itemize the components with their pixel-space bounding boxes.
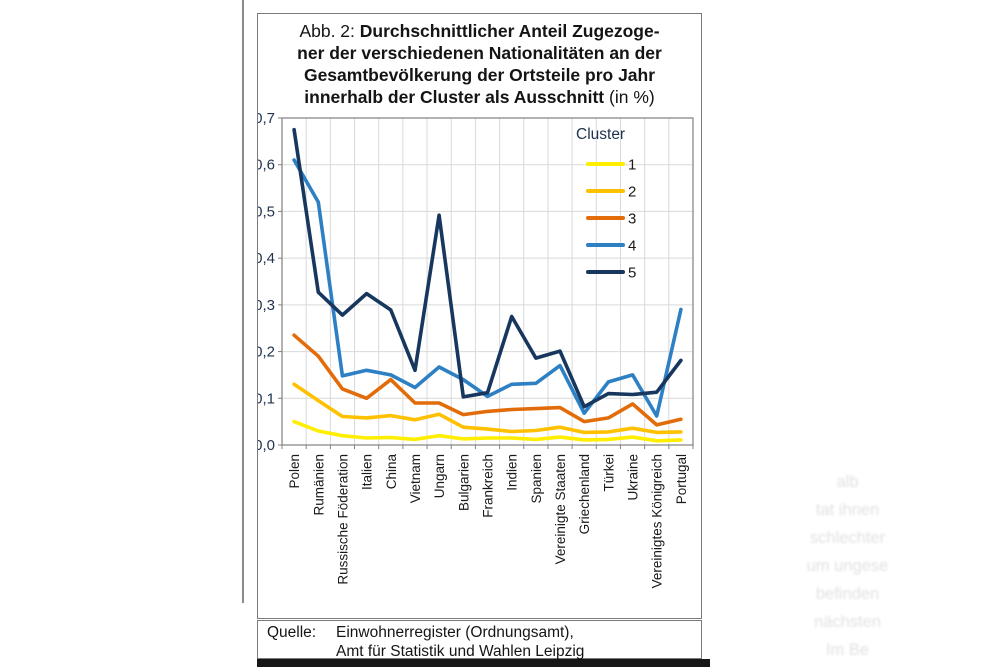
legend-label: 1 [628, 157, 636, 174]
y-tick-label: 0,3 [258, 297, 275, 314]
legend-label: 5 [628, 265, 636, 282]
x-category-label: Griechenland [577, 454, 592, 534]
y-tick-label: 0,1 [258, 390, 275, 407]
line-chart-canvas: 0,0 0,1 0,2 0,3 0,4 0,5 0,6 0,7 Polen Rumänien Rus… [258, 110, 694, 588]
page-bleedthrough-text: alb tat ihnen schlechter um ungese befinden n… [720, 468, 975, 664]
x-category-label: Vereinigtes Königreich [650, 454, 665, 588]
column-divider-rule [242, 0, 244, 603]
series-line-cluster-4 [292, 158, 683, 418]
x-category-label: Russische Föderation [335, 454, 350, 585]
figure-title-line: innerhalb der Cluster als Ausschnitt (in… [304, 87, 655, 107]
bleedthrough-line: Im Be [825, 641, 870, 659]
y-tick-label: 0,5 [258, 203, 275, 220]
x-category-label: Indien [505, 454, 520, 491]
x-category-label: Frankreich [481, 454, 496, 518]
y-tick-label: 0,2 [258, 344, 275, 361]
figure-title: Abb. 2: Durchschnittlicher Anteil Zugezo… [258, 20, 701, 108]
legend-label: 2 [628, 184, 636, 201]
y-tick-label: 0,0 [258, 437, 275, 454]
bleedthrough-line: alb [836, 473, 859, 491]
figure-title-line: ner der verschiedenen Nationalitäten an … [297, 43, 662, 63]
figure-title-line: Gesamtbevölkerung der Ortsteile pro Jahr [303, 65, 656, 85]
series-line-cluster-2 [292, 382, 683, 435]
x-category-label: Vietnam [408, 454, 423, 503]
series-line-cluster-3 [292, 333, 683, 427]
y-tick-label: 0,6 [258, 157, 275, 174]
x-category-label: Rumänien [311, 454, 326, 516]
x-category-label: Spanien [529, 454, 544, 504]
y-tick-label: 0,7 [258, 110, 275, 127]
source-line-2: Amt für Statistik und Wahlen Leipzig [336, 643, 585, 660]
y-tick-label: 0,4 [258, 250, 275, 267]
x-category-label: Italien [360, 454, 375, 490]
legend-label: 3 [628, 211, 636, 228]
bleedthrough-line: nächsten [814, 613, 881, 631]
bleedthrough-line: tat ihnen [815, 501, 880, 519]
x-category-label: Ukraine [626, 454, 641, 501]
figure-title-line: Abb. 2: Durchschnittlicher Anteil Zugezo… [299, 21, 660, 41]
x-category-label: Türkei [601, 454, 616, 492]
bleedthrough-line: um ungese [806, 557, 889, 575]
series-line-cluster-5 [292, 127, 683, 409]
x-category-label: Ungarn [432, 454, 447, 498]
legend-label: 4 [628, 238, 636, 255]
series-line-cluster-1 [292, 419, 683, 443]
legend-title: Cluster [576, 126, 625, 143]
cropped-next-element-bar [257, 659, 710, 667]
figure-frame: Abb. 2: Durchschnittlicher Anteil Zugezo… [257, 13, 702, 619]
plot-frame [281, 117, 694, 446]
x-category-label: Bulgarien [456, 454, 471, 511]
x-category-label: Portugal [674, 454, 689, 504]
source-line-1: Einwohnerregister (Ordnungsamt), [336, 624, 574, 641]
bleedthrough-line: befinden [815, 585, 880, 603]
bleedthrough-line: schlechter [809, 529, 886, 547]
x-category-label: China [384, 454, 399, 490]
x-category-label: Vereinigte Staaten [553, 454, 568, 564]
source-text: Einwohnerregister (Ordnungsamt), Amt für… [336, 623, 584, 661]
x-category-label: Polen [287, 454, 302, 489]
source-box: Quelle: Einwohnerregister (Ordnungsamt),… [257, 620, 702, 661]
source-label: Quelle: [267, 624, 317, 641]
